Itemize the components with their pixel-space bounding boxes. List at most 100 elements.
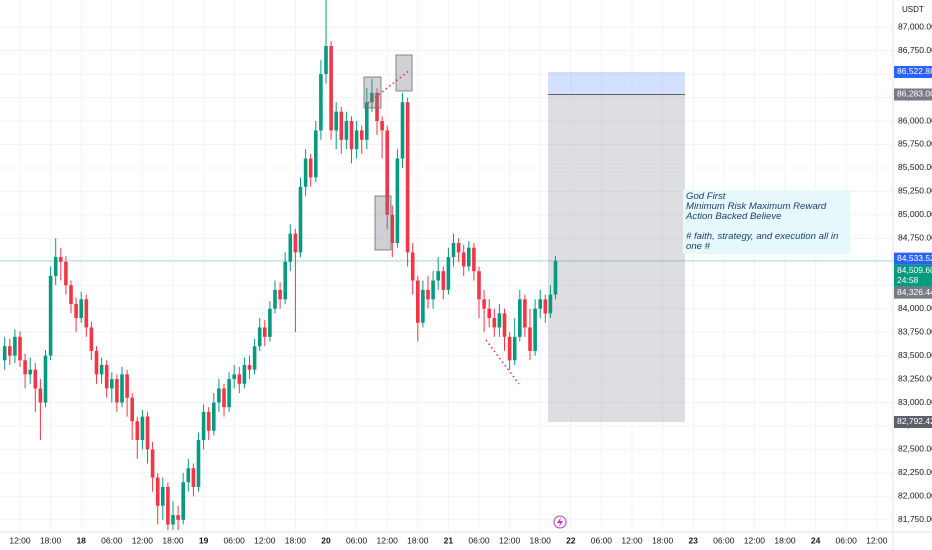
- candle-body: [421, 289, 425, 323]
- candle-body: [461, 252, 466, 267]
- candle-body: [523, 299, 527, 328]
- candle-body: [512, 336, 517, 361]
- candle-body: [176, 515, 180, 520]
- price-label-box: [894, 252, 932, 265]
- note-line: # faith, strategy, and execution all in …: [686, 231, 839, 252]
- candle-body: [487, 308, 491, 319]
- candle-body: [120, 374, 124, 403]
- x-tick-label: 12:00: [866, 535, 888, 545]
- candle-body: [8, 346, 12, 356]
- x-tick-label: 18: [76, 535, 86, 545]
- candle-body: [227, 379, 231, 408]
- y-tick-label: 84,750.00: [898, 233, 932, 243]
- x-tick-label: 06:00: [836, 535, 858, 545]
- candle-body: [130, 397, 134, 422]
- x-tick-label: 23: [688, 535, 698, 545]
- candle-body: [472, 247, 476, 272]
- x-tick-label: 06:00: [468, 535, 490, 545]
- candle-body: [380, 121, 384, 131]
- candle-body: [278, 289, 282, 300]
- candle-body: [181, 482, 185, 520]
- candle-body: [273, 289, 277, 309]
- x-tick-label: 12:00: [254, 535, 276, 545]
- icon-ring: [553, 515, 567, 529]
- candle-body: [237, 374, 242, 384]
- candle-body: [99, 364, 104, 375]
- x-tick-label: 18:00: [652, 535, 674, 545]
- y-tick-label: 82,000.00: [898, 491, 932, 501]
- x-tick-label: 12:00: [377, 535, 399, 545]
- candle-body: [33, 369, 38, 389]
- candle-body: [59, 257, 63, 262]
- candle-body: [548, 294, 553, 314]
- candle-body: [201, 411, 206, 441]
- candle-body: [206, 411, 211, 431]
- currency-unit: USDT: [902, 5, 924, 14]
- y-tick-label: 81,750.00: [898, 514, 932, 524]
- candle-body: [38, 388, 43, 403]
- candle-body: [288, 233, 293, 262]
- candle-body: [186, 468, 191, 483]
- candle-body: [268, 308, 272, 337]
- price-label-box: [894, 88, 932, 101]
- candle-body: [518, 299, 522, 337]
- candle-body: [53, 257, 58, 276]
- candle-body: [13, 336, 17, 356]
- candle-body: [507, 336, 512, 361]
- x-tick-label: 18:00: [774, 535, 796, 545]
- drawing-box: [374, 195, 392, 251]
- candle-body: [110, 379, 114, 389]
- candle-body: [492, 318, 497, 328]
- candle-body: [135, 421, 140, 441]
- x-tick-label: 18:00: [40, 535, 62, 545]
- candle-body: [359, 130, 364, 140]
- candle-body: [349, 121, 354, 150]
- candle-body: [140, 416, 145, 441]
- candle-body: [23, 360, 27, 375]
- note-line: God First: [686, 191, 726, 202]
- candle-body: [74, 304, 78, 319]
- candle-body: [308, 158, 313, 178]
- x-tick-label: 19: [199, 535, 209, 545]
- drawing-dotted-line: [485, 339, 520, 385]
- candle-body: [28, 369, 32, 375]
- candle-body: [375, 92, 379, 122]
- candle-body: [416, 280, 420, 323]
- x-tick-label: 06:00: [346, 535, 368, 545]
- x-tick-label: 18:00: [530, 535, 552, 545]
- candle-body: [390, 214, 395, 244]
- price-label-box: [894, 264, 932, 287]
- candle-body: [477, 271, 481, 300]
- price-label: 82,792.42: [897, 416, 932, 426]
- countdown: 24:58: [897, 275, 919, 285]
- price-label: 84,533.52: [897, 253, 932, 263]
- candle-body: [446, 257, 451, 290]
- candle-body: [150, 449, 155, 478]
- position-tool: [548, 71, 685, 422]
- y-tick-label: 85,750.00: [898, 139, 932, 149]
- drawings: [363, 54, 520, 385]
- candle-body: [43, 355, 48, 403]
- candle-body: [257, 327, 262, 347]
- candle-body: [441, 271, 446, 290]
- price-label: 84,326.44: [897, 287, 932, 297]
- candle-body: [212, 402, 216, 431]
- x-tick-label: 18:00: [162, 535, 184, 545]
- y-tick-label: 83,500.00: [898, 350, 932, 360]
- candle-body: [370, 92, 374, 103]
- candle-body: [329, 45, 333, 131]
- x-tick-label: 12:00: [499, 535, 521, 545]
- x-tick-label: 12:00: [744, 535, 766, 545]
- candle-body: [456, 243, 461, 253]
- replay-icon[interactable]: [553, 515, 567, 529]
- candle-body: [283, 261, 287, 300]
- candle-body: [125, 374, 129, 398]
- x-tick-label: 18:00: [285, 535, 307, 545]
- candle-body: [502, 313, 507, 337]
- grid: [0, 0, 893, 532]
- price-label: 86,522.88: [897, 66, 932, 76]
- drawing-box: [363, 76, 382, 109]
- candle-body: [191, 468, 196, 487]
- note-line: Action Backed Believe: [686, 211, 782, 222]
